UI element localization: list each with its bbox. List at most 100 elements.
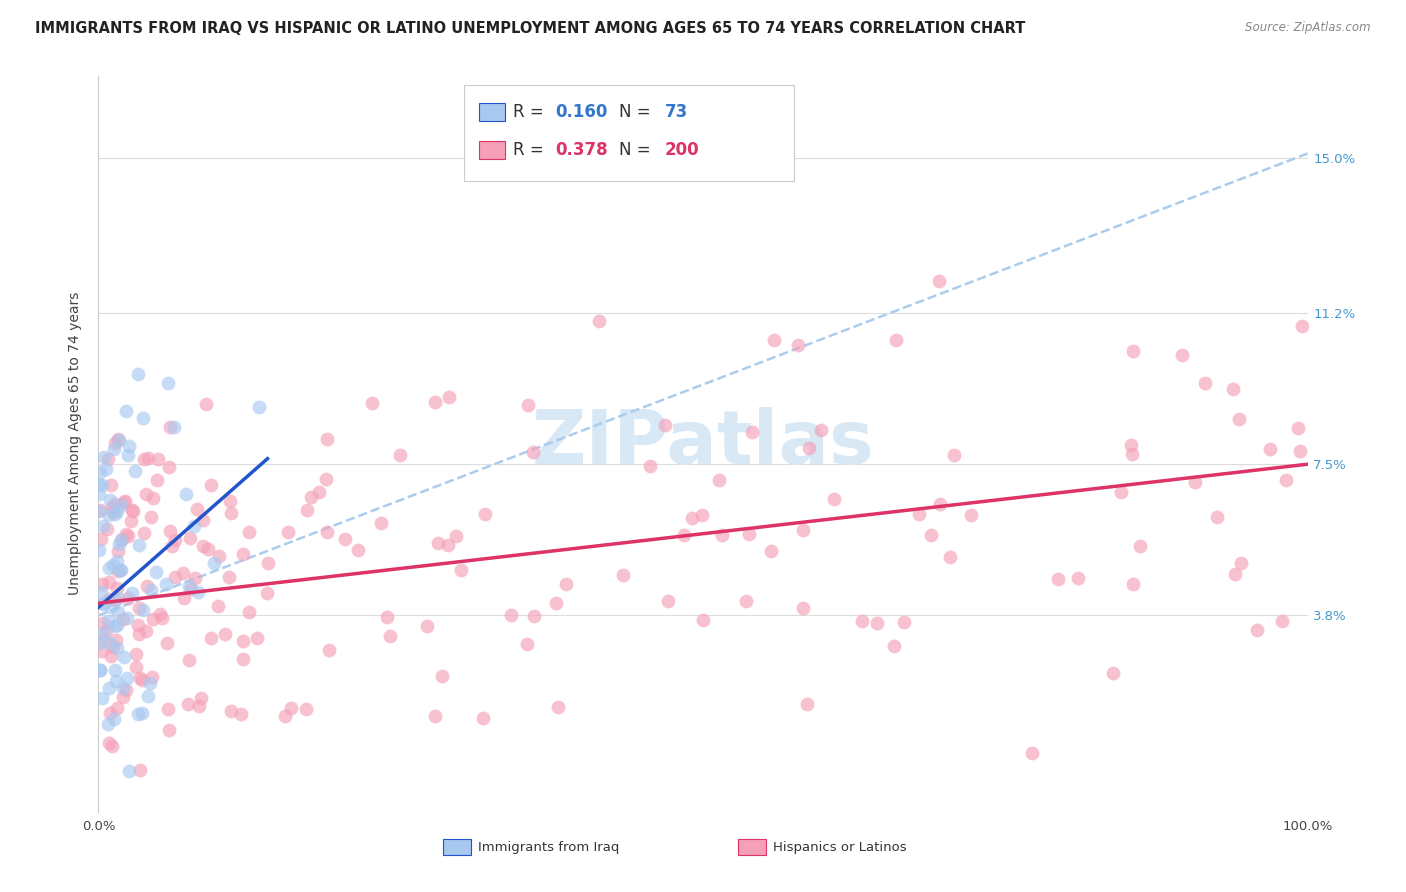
Point [388,448,411,462]
Point [145,565,167,579]
Point [516,637,538,651]
Point [1121,438,1143,452]
Point [128,626,150,640]
Point [97,681,120,695]
Point [136,579,159,593]
Point [692,508,714,523]
Point [118,764,141,778]
Point [308,484,330,499]
Point [174,487,197,501]
Point [117,448,139,462]
Point [588,314,610,328]
Point [523,608,546,623]
Point [297,503,319,517]
Point [378,629,401,643]
Point [98,493,121,508]
Point [146,452,169,467]
Point [219,493,242,508]
Point [200,477,222,491]
Point [120,514,142,528]
Point [207,599,229,614]
Point [128,764,150,778]
Point [179,531,201,545]
Point [277,524,299,539]
Point [159,420,181,434]
Point [110,533,132,548]
Point [361,395,384,409]
Point [346,542,368,557]
Point [157,702,180,716]
Point [121,502,143,516]
Point [89,636,111,650]
Point [145,473,167,487]
Point [124,464,146,478]
Point [89,663,111,677]
Point [472,710,495,724]
Point [111,612,134,626]
Text: 0.160: 0.160 [555,103,607,121]
Point [141,670,163,684]
Y-axis label: Unemployment Among Ages 65 to 74 years: Unemployment Among Ages 65 to 74 years [69,292,83,596]
Point [194,397,217,411]
Point [104,663,127,677]
Point [136,689,159,703]
Point [141,510,163,524]
Point [103,442,125,457]
Point [111,681,134,696]
Point [928,497,950,511]
Point [104,508,127,522]
Point [135,624,157,638]
Point [101,558,124,573]
Point [423,709,446,723]
Point [101,500,124,514]
Point [427,535,450,549]
Point [87,542,110,557]
Point [96,522,118,536]
Text: ZIPatlas: ZIPatlas [531,408,875,480]
Point [91,478,114,492]
Point [163,570,186,584]
Point [105,641,128,656]
Point [131,673,153,687]
Point [796,697,818,711]
Point [1121,447,1143,461]
Text: Source: ZipAtlas.com: Source: ZipAtlas.com [1246,21,1371,34]
Point [920,528,942,542]
Point [127,706,149,721]
Point [761,544,783,558]
Point [157,459,180,474]
Point [121,586,143,600]
Point [93,596,115,610]
Point [638,459,661,474]
Text: 200: 200 [665,141,700,159]
Point [450,563,472,577]
Point [103,593,125,607]
Point [711,528,734,542]
Point [232,652,254,666]
Text: R =: R = [513,103,550,121]
Point [98,592,121,607]
Point [159,524,181,538]
Point [97,561,120,575]
Point [612,567,634,582]
Text: N =: N = [619,103,650,121]
Point [823,491,845,506]
Point [1227,412,1250,426]
Point [139,582,162,597]
Point [893,615,915,630]
Point [129,671,152,685]
Point [108,563,131,577]
Point [190,690,212,705]
Point [142,491,165,506]
Point [94,462,117,476]
Point [1171,347,1194,361]
Point [104,497,127,511]
Point [135,487,157,501]
Point [97,614,120,628]
Point [425,395,447,409]
Point [792,601,814,615]
Point [928,274,950,288]
Text: N =: N = [619,141,650,159]
Point [107,564,129,578]
Point [103,640,125,654]
